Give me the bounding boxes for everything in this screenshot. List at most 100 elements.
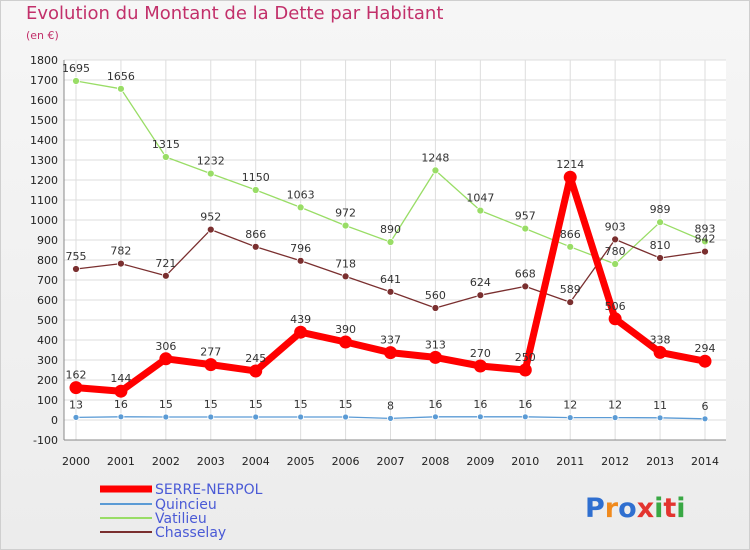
data-label: 313 <box>425 338 446 351</box>
data-point <box>341 221 350 230</box>
data-point <box>117 413 125 421</box>
data-point <box>384 346 397 360</box>
data-label: 957 <box>515 210 536 223</box>
data-label: 780 <box>605 245 626 258</box>
data-point <box>518 363 532 377</box>
y-tick-label: 500 <box>37 314 58 327</box>
y-tick-label: 1200 <box>30 174 58 187</box>
data-label: 306 <box>155 340 176 353</box>
data-point <box>386 287 395 296</box>
data-point <box>342 413 349 421</box>
data-point <box>162 413 170 421</box>
chart-subtitle: (en €) <box>26 29 59 42</box>
data-label: 16 <box>114 398 128 411</box>
data-label: 1047 <box>466 192 494 205</box>
data-point <box>249 364 263 378</box>
data-label: 12 <box>563 399 577 412</box>
data-point <box>698 354 712 368</box>
data-point <box>566 242 575 251</box>
legend-label: Vatilieu <box>155 511 207 527</box>
data-label: 1695 <box>62 62 90 75</box>
logo-letter: i <box>676 493 685 524</box>
data-label: 866 <box>560 228 581 241</box>
y-tick-label: 700 <box>37 274 58 287</box>
data-point <box>72 413 80 421</box>
plot-area <box>64 60 726 440</box>
data-label: 624 <box>470 276 491 289</box>
data-label: 15 <box>249 398 263 411</box>
data-label: 903 <box>605 220 626 233</box>
data-point <box>701 415 709 423</box>
legend-label: Quincieu <box>155 497 217 513</box>
data-label: 1214 <box>556 158 584 171</box>
y-tick-label: -100 <box>33 434 58 447</box>
data-point <box>72 265 80 273</box>
data-label: 721 <box>155 257 176 270</box>
y-tick-label: 1100 <box>30 194 58 207</box>
data-label: 338 <box>650 333 671 346</box>
data-point <box>521 282 530 291</box>
x-tick-label: 2008 <box>421 455 449 468</box>
data-point <box>653 345 667 359</box>
data-point <box>117 84 125 93</box>
data-label: 890 <box>380 223 401 236</box>
data-point <box>566 298 575 307</box>
x-tick-label: 2003 <box>197 455 225 468</box>
y-tick-label: 300 <box>37 354 58 367</box>
x-tick-label: 2011 <box>556 455 584 468</box>
data-point <box>431 166 440 175</box>
data-label: 16 <box>518 398 532 411</box>
data-label: 439 <box>290 313 311 326</box>
x-tick-label: 2002 <box>152 455 180 468</box>
data-point <box>656 254 664 262</box>
data-point <box>117 259 125 268</box>
data-label: 13 <box>69 398 83 411</box>
data-point <box>656 414 664 422</box>
data-point <box>251 242 260 251</box>
data-point <box>473 359 487 373</box>
logo-letter: r <box>605 493 619 524</box>
data-point <box>521 224 530 233</box>
data-label: 718 <box>335 257 356 270</box>
data-point <box>72 77 80 85</box>
data-label: 11 <box>653 399 667 412</box>
x-tick-label: 2013 <box>646 455 674 468</box>
data-label: 6 <box>702 400 709 413</box>
chart-title: Evolution du Montant de la Dette par Hab… <box>26 3 444 24</box>
data-point <box>339 335 353 349</box>
data-point <box>159 352 173 366</box>
y-tick-label: 1600 <box>30 94 58 107</box>
data-point <box>387 414 394 422</box>
data-label: 1063 <box>287 188 315 201</box>
data-label: 294 <box>695 342 716 355</box>
data-label: 1150 <box>242 171 270 184</box>
y-tick-label: 1300 <box>30 154 58 167</box>
data-label: 668 <box>515 267 536 280</box>
data-point <box>611 414 619 422</box>
x-tick-label: 2009 <box>466 455 494 468</box>
data-point <box>563 170 577 184</box>
data-point <box>608 312 622 326</box>
data-label: 506 <box>605 300 626 313</box>
data-label: 144 <box>110 372 131 385</box>
data-label: 560 <box>425 289 446 302</box>
data-label: 796 <box>290 242 311 255</box>
x-tick-label: 2001 <box>107 455 135 468</box>
logo-letter: o <box>618 493 637 524</box>
data-point <box>206 225 215 234</box>
data-label: 842 <box>695 233 716 246</box>
data-label: 12 <box>608 399 622 412</box>
data-label: 245 <box>245 352 266 365</box>
y-tick-label: 1000 <box>30 214 58 227</box>
x-tick-label: 2010 <box>511 455 539 468</box>
y-tick-label: 200 <box>37 374 58 387</box>
data-label: 893 <box>695 222 716 235</box>
y-tick-label: 900 <box>37 234 58 247</box>
data-label: 989 <box>650 203 671 216</box>
data-label: 15 <box>294 398 308 411</box>
x-tick-label: 2007 <box>377 455 405 468</box>
data-point <box>476 206 485 215</box>
data-label: 15 <box>204 398 218 411</box>
data-label: 250 <box>515 351 536 364</box>
